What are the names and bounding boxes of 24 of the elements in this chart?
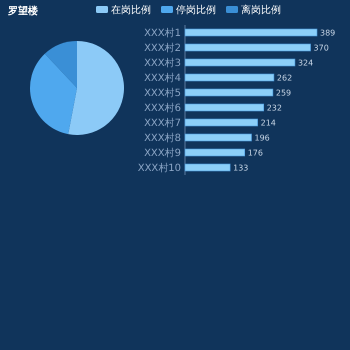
- y-tick-label: XXX村1: [144, 27, 181, 39]
- y-tick-label: XXX村2: [144, 42, 181, 54]
- y-tick-label: XXX村6: [144, 102, 181, 114]
- y-tick-label: XXX村10: [138, 162, 181, 174]
- data-label: 196: [254, 134, 270, 142]
- y-tick-label: XXX村7: [144, 117, 181, 129]
- data-label: 133: [233, 164, 248, 172]
- data-label: 232: [266, 104, 282, 112]
- data-label: 176: [248, 148, 264, 158]
- y-tick-label: XXX村9: [144, 147, 181, 159]
- chart-title: 罗望楼: [7, 5, 39, 17]
- data-label: 370: [314, 44, 329, 52]
- data-label: 389: [320, 28, 336, 38]
- data-label: 214: [260, 118, 276, 128]
- legend-label: 在岗比例: [111, 4, 151, 16]
- legend-label: 停岗比例: [176, 4, 216, 16]
- y-tick-label: XXX村8: [144, 132, 181, 144]
- y-tick-label: XXX村3: [144, 57, 181, 69]
- data-label: 324: [298, 58, 314, 68]
- legend-label: 离岗比例: [241, 4, 281, 16]
- y-tick-label: XXX村4: [144, 72, 181, 84]
- data-label: 259: [276, 88, 292, 98]
- data-label: 262: [276, 74, 292, 82]
- y-tick-label: XXX村5: [144, 87, 181, 99]
